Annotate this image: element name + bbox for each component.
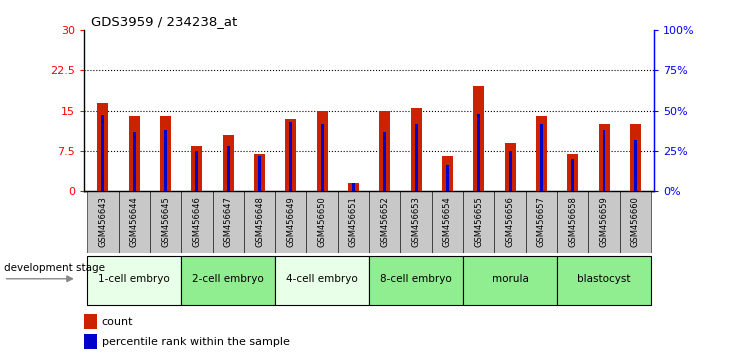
Text: development stage: development stage xyxy=(4,263,105,273)
Bar xyxy=(463,256,557,305)
Bar xyxy=(384,132,386,191)
Text: GSM456658: GSM456658 xyxy=(568,196,577,247)
Bar xyxy=(401,191,432,253)
Bar xyxy=(317,110,327,191)
Text: GSM456644: GSM456644 xyxy=(129,196,139,247)
Bar xyxy=(306,191,338,253)
Text: GSM456646: GSM456646 xyxy=(192,196,201,247)
Bar xyxy=(102,115,105,191)
Bar xyxy=(572,159,574,191)
Bar xyxy=(567,154,578,191)
Bar xyxy=(442,156,453,191)
Bar xyxy=(463,191,494,253)
Bar xyxy=(379,110,390,191)
Bar xyxy=(223,135,234,191)
Text: GSM456648: GSM456648 xyxy=(255,196,264,247)
Bar xyxy=(254,154,265,191)
Bar xyxy=(84,314,97,329)
Bar xyxy=(118,191,150,253)
Text: GSM456651: GSM456651 xyxy=(349,196,358,247)
Bar xyxy=(84,334,97,348)
Bar xyxy=(289,122,292,191)
Bar xyxy=(213,191,244,253)
Bar xyxy=(494,191,526,253)
Text: count: count xyxy=(102,318,133,327)
Bar xyxy=(181,191,213,253)
Text: GSM456647: GSM456647 xyxy=(224,196,232,247)
Bar xyxy=(446,165,449,191)
Bar xyxy=(133,132,135,191)
Text: GSM456657: GSM456657 xyxy=(537,196,546,247)
Bar xyxy=(599,124,610,191)
Bar xyxy=(227,146,230,191)
Bar xyxy=(411,108,422,191)
Text: morula: morula xyxy=(492,274,529,285)
Text: GSM456659: GSM456659 xyxy=(599,196,609,247)
Bar xyxy=(620,191,651,253)
Bar xyxy=(192,145,202,191)
Bar xyxy=(164,130,167,191)
Bar xyxy=(87,256,181,305)
Bar xyxy=(258,156,261,191)
Bar xyxy=(369,191,401,253)
Bar xyxy=(474,86,484,191)
Bar xyxy=(504,143,515,191)
Bar xyxy=(588,191,620,253)
Bar xyxy=(285,119,296,191)
Bar xyxy=(150,191,181,253)
Bar xyxy=(129,116,140,191)
Text: 4-cell embryo: 4-cell embryo xyxy=(287,274,358,285)
Bar xyxy=(634,139,637,191)
Bar xyxy=(557,191,588,253)
Text: GSM456645: GSM456645 xyxy=(161,196,170,247)
Bar xyxy=(97,103,108,191)
Text: GDS3959 / 234238_at: GDS3959 / 234238_at xyxy=(91,15,238,28)
Text: blastocyst: blastocyst xyxy=(577,274,631,285)
Bar xyxy=(321,124,324,191)
Bar xyxy=(477,114,480,191)
Bar xyxy=(540,124,543,191)
Text: GSM456653: GSM456653 xyxy=(412,196,420,247)
Bar xyxy=(603,130,605,191)
Bar xyxy=(275,191,306,253)
Bar xyxy=(630,124,641,191)
Bar xyxy=(536,116,547,191)
Bar xyxy=(338,191,369,253)
Bar xyxy=(509,151,512,191)
Bar xyxy=(414,124,417,191)
Text: GSM456655: GSM456655 xyxy=(474,196,483,247)
Text: GSM456654: GSM456654 xyxy=(443,196,452,247)
Bar xyxy=(181,256,275,305)
Bar xyxy=(432,191,463,253)
Text: GSM456649: GSM456649 xyxy=(287,196,295,247)
Bar xyxy=(557,256,651,305)
Text: 8-cell embryo: 8-cell embryo xyxy=(380,274,452,285)
Bar xyxy=(369,256,463,305)
Bar xyxy=(352,183,355,191)
Bar xyxy=(160,116,171,191)
Text: GSM456643: GSM456643 xyxy=(99,196,107,247)
Text: GSM456652: GSM456652 xyxy=(380,196,390,247)
Text: GSM456656: GSM456656 xyxy=(506,196,515,247)
Bar xyxy=(244,191,275,253)
Bar xyxy=(526,191,557,253)
Text: GSM456650: GSM456650 xyxy=(318,196,327,247)
Text: GSM456660: GSM456660 xyxy=(631,196,640,247)
Text: 2-cell embryo: 2-cell embryo xyxy=(192,274,264,285)
Bar xyxy=(87,191,118,253)
Text: percentile rank within the sample: percentile rank within the sample xyxy=(102,337,289,347)
Bar xyxy=(195,151,198,191)
Bar xyxy=(348,183,359,191)
Bar xyxy=(275,256,369,305)
Text: 1-cell embryo: 1-cell embryo xyxy=(98,274,170,285)
